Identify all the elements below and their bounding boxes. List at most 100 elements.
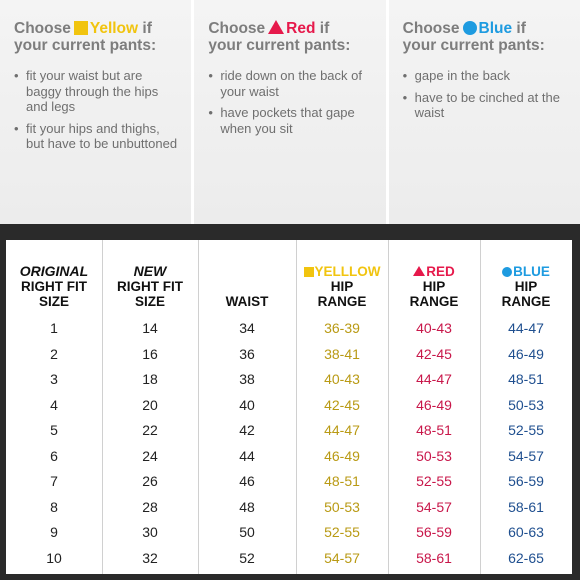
cell-original: 6	[50, 447, 58, 464]
bullet-item: ride down on the back of your waist	[208, 68, 375, 99]
header-line: RIGHT FIT	[117, 279, 183, 294]
yellow-bullets: fit your waist but are baggy through the…	[14, 68, 181, 152]
cell-waist: 38	[239, 371, 255, 387]
header-line: ORIGINAL	[19, 263, 89, 279]
cell-original: 9	[50, 524, 58, 540]
yellow-square-icon	[303, 267, 314, 277]
cell-yellow: 38-41	[324, 345, 360, 362]
cell-original: 1	[50, 320, 58, 336]
cell-blue: 50-53	[508, 396, 544, 413]
cell-original: 5	[50, 422, 58, 438]
header-original-size: ORIGINAL RIGHT FIT SIZE	[6, 263, 102, 310]
cell-waist: 40	[239, 396, 255, 413]
header-line: HIP	[514, 279, 538, 294]
blue-circle-icon	[462, 21, 477, 35]
header-line: NEW	[133, 263, 167, 279]
cell-new: 14	[142, 320, 158, 336]
cell-yellow: 46-49	[324, 447, 360, 464]
current-pants-label: your current pants:	[14, 37, 157, 54]
cell-yellow: 42-45	[324, 396, 360, 413]
cell-blue: 58-61	[508, 498, 544, 515]
cell-new: 16	[142, 345, 158, 362]
choose-label: Choose	[14, 20, 71, 37]
if-label: if	[319, 20, 330, 37]
table-header: ORIGINAL RIGHT FIT SIZE NEW RIGHT FIT SI…	[6, 240, 572, 314]
fit-guide-panel: Choose Yellow if your current pants: fit …	[0, 0, 580, 224]
header-line: RED	[426, 264, 455, 279]
cell-yellow: 36-39	[324, 320, 360, 336]
column-divider	[198, 240, 199, 574]
choose-red-heading: Choose Red if your current pants:	[208, 20, 375, 54]
column-divider	[102, 240, 103, 574]
choose-yellow-heading: Choose Yellow if your current pants:	[14, 20, 181, 54]
header-line: BLUE	[513, 264, 550, 279]
cell-original: 2	[50, 345, 58, 362]
cell-red: 46-49	[416, 396, 452, 413]
choose-blue-column: Choose Blue if your current pants: gape i…	[385, 0, 580, 224]
choose-red-column: Choose Red if your current pants: ride do…	[191, 0, 386, 224]
table-row: 6 24 44 46-49 50-53 54-57	[6, 444, 572, 470]
cell-red: 40-43	[416, 320, 452, 336]
bullet-item: fit your waist but are baggy through the…	[14, 68, 181, 115]
cell-waist: 36	[239, 345, 255, 362]
cell-yellow: 48-51	[324, 473, 360, 489]
cell-blue: 56-59	[508, 473, 544, 489]
cell-red: 44-47	[416, 371, 452, 387]
column-divider	[480, 240, 481, 574]
if-label: if	[142, 20, 152, 37]
cell-red: 54-57	[416, 498, 452, 515]
color-name-red: Red	[286, 20, 316, 37]
cell-yellow: 50-53	[324, 498, 360, 515]
blue-bullets: gape in the back have to be cinched at t…	[403, 68, 570, 121]
cell-blue: 46-49	[508, 345, 544, 362]
cell-red: 48-51	[416, 422, 452, 438]
table-row: 8 28 48 50-53 54-57 58-61	[6, 495, 572, 521]
cell-red: 58-61	[416, 549, 452, 566]
bullet-item: fit your hips and thighs, but have to be…	[14, 121, 181, 152]
cell-new: 20	[142, 396, 158, 413]
cell-waist: 42	[239, 422, 255, 438]
column-divider	[388, 240, 389, 574]
if-label: if	[516, 20, 526, 37]
cell-original: 10	[46, 549, 62, 566]
cell-blue: 60-63	[508, 524, 544, 540]
cell-original: 8	[50, 498, 58, 515]
header-line: HIP	[422, 279, 446, 294]
cell-blue: 52-55	[508, 422, 544, 438]
cell-new: 30	[142, 524, 158, 540]
color-name-blue: Blue	[478, 20, 513, 37]
cell-waist: 34	[239, 320, 255, 336]
cell-blue: 54-57	[508, 447, 544, 464]
header-line: SIZE	[134, 294, 165, 309]
header-line: HIP	[330, 279, 354, 294]
choose-label: Choose	[402, 20, 460, 37]
choose-blue-heading: Choose Blue if your current pants:	[403, 20, 570, 54]
cell-waist: 44	[239, 447, 255, 464]
cell-waist: 52	[239, 549, 255, 566]
table-row: 2 16 36 38-41 42-45 46-49	[6, 342, 572, 368]
current-pants-label: your current pants:	[402, 37, 545, 54]
cell-red: 52-55	[416, 473, 452, 489]
header-line: YELLLOW	[314, 264, 381, 279]
cell-waist: 46	[239, 473, 255, 489]
choose-yellow-column: Choose Yellow if your current pants: fit …	[0, 0, 192, 224]
current-pants-label: your current pants:	[208, 37, 351, 54]
header-line: RIGHT FIT	[21, 279, 87, 294]
yellow-square-icon	[73, 21, 88, 35]
header-line: RANGE	[317, 294, 367, 309]
cell-new: 18	[142, 371, 158, 387]
cell-new: 32	[142, 549, 158, 566]
red-triangle-icon	[268, 20, 285, 34]
cell-original: 7	[50, 473, 58, 489]
bullet-item: gape in the back	[403, 68, 570, 84]
cell-new: 24	[142, 447, 158, 464]
cell-waist: 48	[239, 498, 255, 515]
cell-red: 50-53	[416, 447, 452, 464]
size-conversion-table: ORIGINAL RIGHT FIT SIZE NEW RIGHT FIT SI…	[6, 240, 572, 574]
red-bullets: ride down on the back of your waist have…	[208, 68, 375, 136]
cell-blue: 62-65	[508, 549, 544, 566]
table-row: 9 30 50 52-55 56-59 60-63	[6, 520, 572, 546]
blue-circle-icon	[502, 267, 513, 277]
cell-yellow: 40-43	[324, 371, 360, 387]
cell-blue: 48-51	[508, 371, 544, 387]
